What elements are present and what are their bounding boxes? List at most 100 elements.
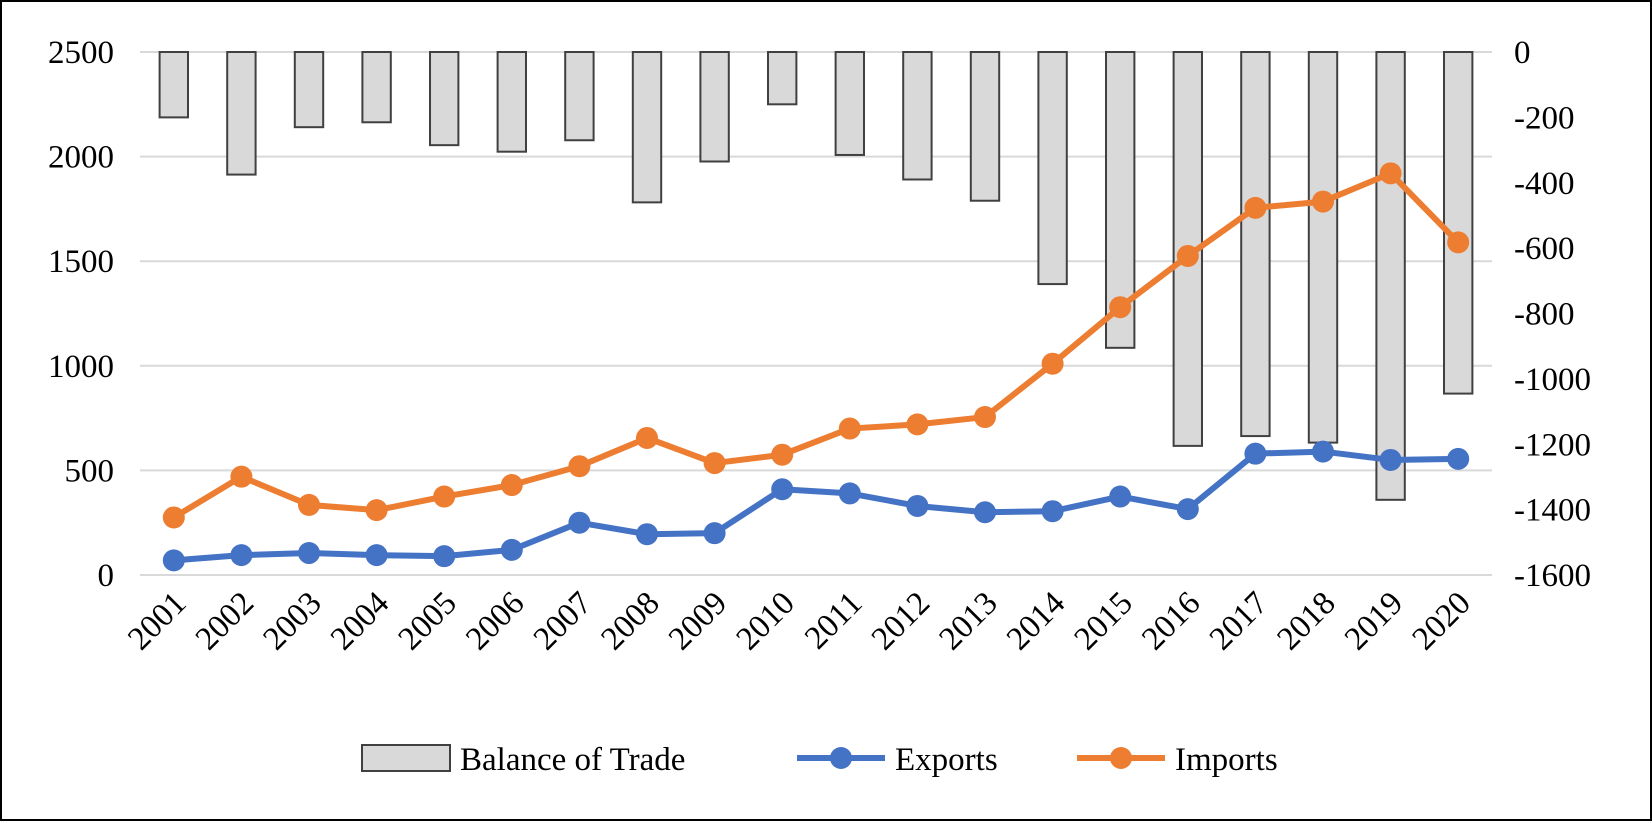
point-exports bbox=[1447, 447, 1470, 470]
x-axis-tick-label: 2012 bbox=[865, 585, 937, 657]
bar-balance-of-trade bbox=[1240, 51, 1271, 438]
bar-balance-of-trade bbox=[902, 51, 933, 181]
point-exports bbox=[1244, 442, 1267, 465]
bar-balance-of-trade bbox=[767, 51, 798, 106]
bar-balance-of-trade bbox=[1375, 51, 1406, 501]
point-exports bbox=[1109, 485, 1132, 508]
x-axis-tick-label: 2013 bbox=[933, 585, 1005, 657]
right-axis-tick-label: -200 bbox=[1514, 100, 1575, 136]
x-axis-tick-label: 2001 bbox=[121, 585, 193, 657]
x-axis-tick-label: 2019 bbox=[1338, 585, 1410, 657]
x-axis-tick-label: 2003 bbox=[257, 585, 329, 657]
left-axis-tick-label: 2000 bbox=[48, 140, 114, 176]
point-exports bbox=[906, 494, 929, 517]
right-y-axis: 0 -200 -400 -600 -800 -1000 -1200 -1400 -1600 bbox=[1514, 35, 1591, 594]
bar-balance-of-trade bbox=[1307, 51, 1339, 444]
left-axis-tick-label: 1500 bbox=[48, 244, 114, 280]
point-exports bbox=[162, 549, 185, 572]
legend-marker-imports bbox=[1110, 747, 1132, 769]
line-exports bbox=[170, 448, 1462, 564]
point-imports bbox=[771, 443, 794, 466]
bar-balance-of-trade bbox=[1037, 51, 1068, 286]
point-exports bbox=[433, 545, 456, 568]
right-axis-tick-label: -1200 bbox=[1514, 427, 1591, 463]
point-imports bbox=[1447, 231, 1470, 254]
bar-balance-of-trade bbox=[429, 51, 460, 147]
x-axis-tick-label: 2014 bbox=[1000, 585, 1072, 657]
bar-balance-of-trade bbox=[293, 51, 325, 129]
x-axis-tick-label: 2005 bbox=[392, 585, 464, 657]
x-axis-tick-label: 2007 bbox=[527, 585, 599, 657]
point-exports bbox=[568, 511, 591, 534]
point-imports bbox=[298, 493, 320, 516]
point-exports bbox=[636, 523, 658, 546]
point-imports bbox=[1244, 196, 1267, 219]
point-imports bbox=[568, 455, 591, 478]
left-axis-tick-label: 500 bbox=[65, 453, 115, 489]
point-exports bbox=[1312, 440, 1334, 463]
point-exports bbox=[365, 544, 388, 567]
x-axis-tick-label: 2020 bbox=[1406, 585, 1478, 657]
bar-balance-of-trade bbox=[361, 51, 392, 124]
legend-label-balance-of-trade: Balance of Trade bbox=[460, 742, 685, 778]
x-axis-tick-label: 2011 bbox=[798, 585, 869, 656]
line-series bbox=[162, 162, 1470, 572]
bar-series-balance-of-trade bbox=[158, 51, 1474, 501]
bar-balance-of-trade bbox=[631, 51, 663, 204]
bar-balance-of-trade bbox=[226, 51, 257, 176]
x-axis-tick-label: 2010 bbox=[730, 585, 802, 657]
point-imports bbox=[906, 413, 929, 436]
legend-label-exports: Exports bbox=[895, 742, 998, 778]
right-axis-tick-label: -1000 bbox=[1514, 362, 1591, 398]
legend-label-imports: Imports bbox=[1175, 742, 1278, 778]
point-imports bbox=[433, 485, 456, 508]
right-axis-tick-label: -1400 bbox=[1514, 493, 1591, 529]
x-axis-tick-label: 2016 bbox=[1135, 585, 1207, 657]
x-axis-tick-label: 2015 bbox=[1068, 585, 1140, 657]
point-imports bbox=[974, 406, 996, 429]
right-axis-tick-label: -800 bbox=[1514, 297, 1575, 333]
point-imports bbox=[162, 506, 185, 529]
right-axis-tick-label: -1600 bbox=[1514, 558, 1591, 594]
bar-balance-of-trade bbox=[834, 51, 865, 156]
point-exports bbox=[838, 482, 861, 505]
point-exports bbox=[703, 522, 726, 545]
x-axis-tick-label: 2008 bbox=[595, 585, 667, 657]
point-exports bbox=[974, 501, 996, 524]
legend-swatch-balance-of-trade bbox=[361, 744, 451, 772]
point-imports bbox=[230, 465, 253, 488]
x-axis-tick-label: 2017 bbox=[1203, 585, 1275, 657]
point-exports bbox=[1041, 500, 1064, 523]
left-axis-tick-label: 0 bbox=[98, 558, 115, 594]
point-exports bbox=[1176, 498, 1199, 521]
point-imports bbox=[636, 426, 658, 449]
bar-balance-of-trade bbox=[496, 51, 527, 153]
point-imports bbox=[703, 452, 726, 475]
point-exports bbox=[1379, 448, 1402, 471]
point-exports bbox=[230, 544, 253, 567]
bar-balance-of-trade bbox=[699, 51, 730, 163]
x-axis-tick-label: 2006 bbox=[459, 585, 531, 657]
x-axis-tick-label: 2004 bbox=[324, 585, 396, 657]
x-axis-tick-label: 2009 bbox=[662, 585, 734, 657]
line-imports bbox=[170, 170, 1462, 521]
left-axis-tick-label: 2500 bbox=[48, 35, 114, 71]
point-imports bbox=[838, 417, 861, 440]
gridlines bbox=[140, 51, 1492, 576]
point-imports bbox=[1109, 296, 1132, 319]
point-exports bbox=[771, 478, 794, 501]
legend-marker-exports bbox=[830, 747, 852, 769]
point-exports bbox=[298, 542, 320, 565]
x-axis-tick-label: 2002 bbox=[189, 585, 261, 657]
bar-balance-of-trade bbox=[158, 51, 189, 119]
point-imports bbox=[1312, 190, 1334, 213]
point-imports bbox=[1176, 244, 1199, 267]
x-axis: 2001200220032004200520062007200820092010… bbox=[121, 585, 1478, 657]
bar-balance-of-trade bbox=[564, 51, 595, 142]
right-axis-tick-label: 0 bbox=[1514, 35, 1531, 71]
left-y-axis: 0 500 1000 1500 2000 2500 bbox=[48, 35, 114, 594]
point-imports bbox=[1041, 352, 1064, 375]
left-axis-tick-label: 1000 bbox=[48, 349, 114, 385]
